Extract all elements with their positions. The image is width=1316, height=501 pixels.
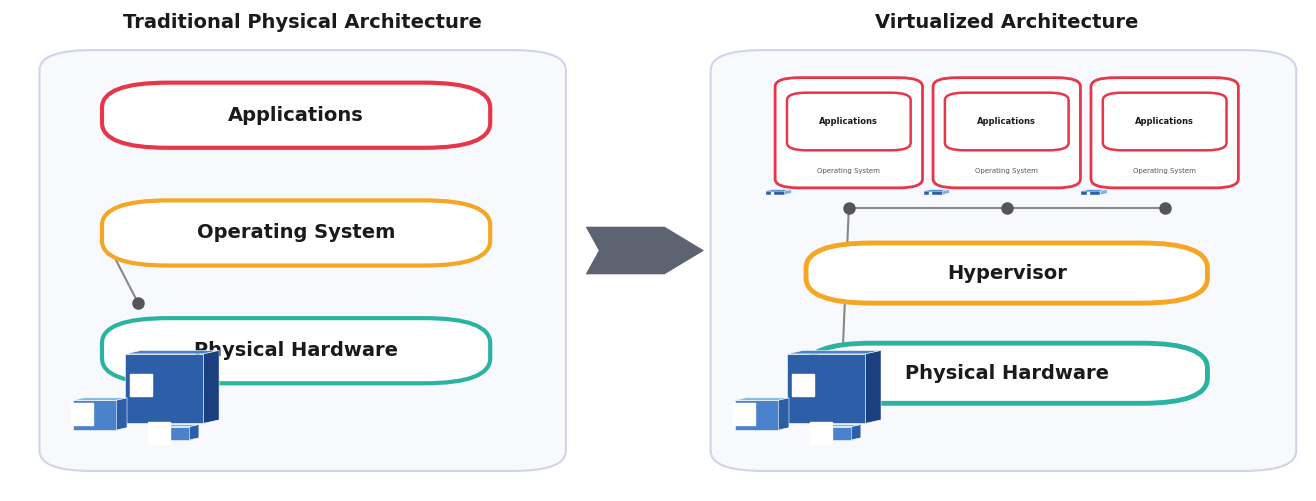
Text: Applications: Applications <box>978 117 1036 126</box>
Polygon shape <box>787 350 880 354</box>
Text: Applications: Applications <box>228 106 365 125</box>
Polygon shape <box>586 226 704 275</box>
Polygon shape <box>866 350 880 423</box>
Polygon shape <box>813 424 861 427</box>
Text: Physical Hardware: Physical Hardware <box>193 341 399 360</box>
Polygon shape <box>125 350 218 354</box>
Polygon shape <box>736 398 790 400</box>
Polygon shape <box>74 398 128 400</box>
FancyBboxPatch shape <box>805 343 1208 403</box>
Polygon shape <box>1082 191 1100 195</box>
FancyBboxPatch shape <box>805 243 1208 303</box>
Polygon shape <box>125 354 204 423</box>
FancyBboxPatch shape <box>103 83 490 148</box>
Text: Virtualized Architecture: Virtualized Architecture <box>875 13 1138 32</box>
Text: Physical Hardware: Physical Hardware <box>904 364 1109 383</box>
FancyBboxPatch shape <box>775 78 923 188</box>
Text: Applications: Applications <box>820 117 878 126</box>
Polygon shape <box>942 190 949 195</box>
FancyBboxPatch shape <box>1103 93 1227 150</box>
FancyBboxPatch shape <box>711 50 1296 471</box>
Text: Operating System: Operating System <box>817 168 880 174</box>
Polygon shape <box>924 190 949 191</box>
Polygon shape <box>924 191 942 195</box>
Polygon shape <box>1082 190 1107 191</box>
Polygon shape <box>190 424 199 440</box>
Text: Traditional Physical Architecture: Traditional Physical Architecture <box>124 13 482 32</box>
Polygon shape <box>813 427 851 440</box>
Polygon shape <box>784 190 791 195</box>
Polygon shape <box>766 190 791 191</box>
Text: Applications: Applications <box>1136 117 1194 126</box>
Polygon shape <box>151 427 190 440</box>
FancyBboxPatch shape <box>103 318 490 383</box>
Polygon shape <box>766 191 784 195</box>
Polygon shape <box>74 400 117 430</box>
Polygon shape <box>204 350 218 423</box>
Text: Hypervisor: Hypervisor <box>946 264 1067 283</box>
Text: Operating System: Operating System <box>197 223 395 242</box>
Polygon shape <box>1100 190 1107 195</box>
FancyBboxPatch shape <box>787 93 911 150</box>
Polygon shape <box>151 424 199 427</box>
FancyBboxPatch shape <box>945 93 1069 150</box>
FancyBboxPatch shape <box>39 50 566 471</box>
FancyBboxPatch shape <box>1091 78 1238 188</box>
Polygon shape <box>787 354 866 423</box>
FancyBboxPatch shape <box>103 200 490 266</box>
Text: Operating System: Operating System <box>1133 168 1196 174</box>
Polygon shape <box>779 398 790 430</box>
Polygon shape <box>117 398 128 430</box>
FancyBboxPatch shape <box>933 78 1080 188</box>
Text: Operating System: Operating System <box>975 168 1038 174</box>
Polygon shape <box>851 424 861 440</box>
Polygon shape <box>736 400 779 430</box>
